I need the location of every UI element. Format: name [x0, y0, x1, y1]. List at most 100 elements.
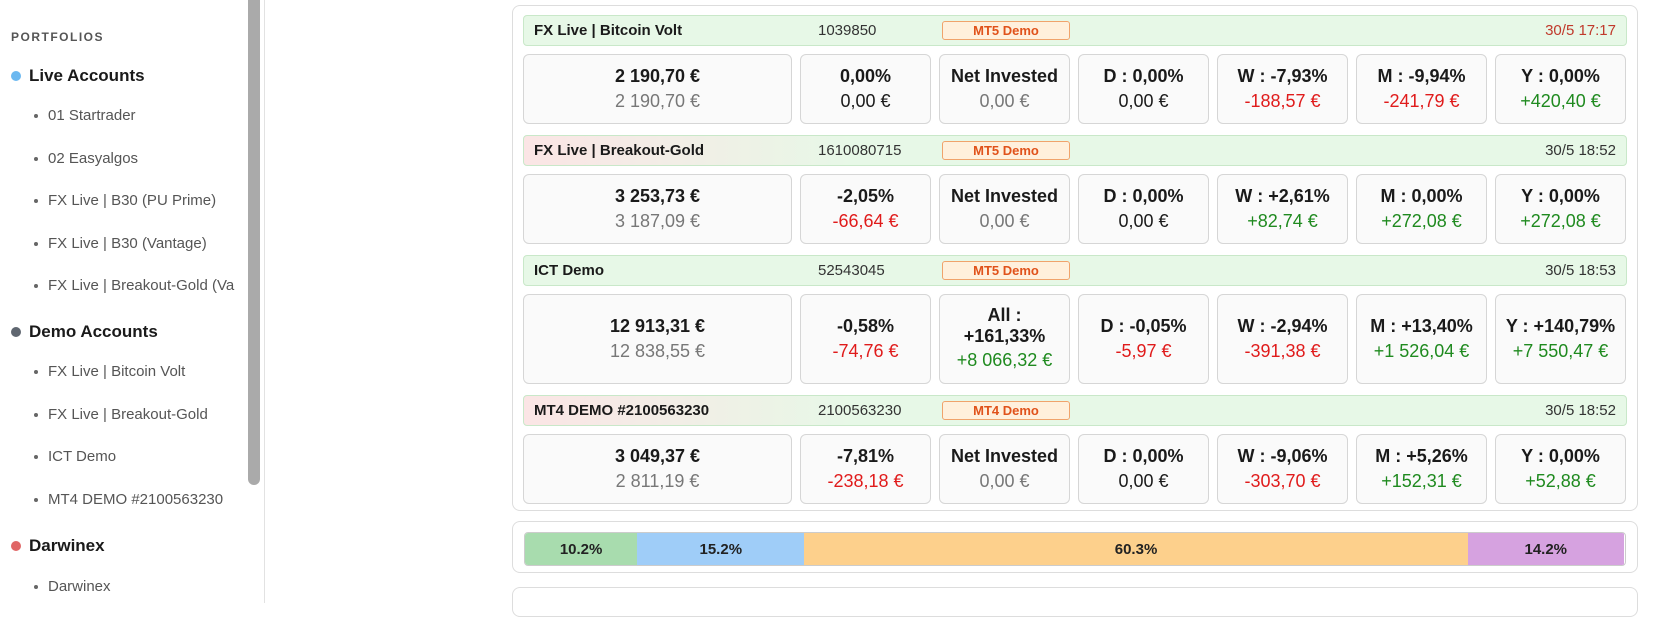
group-demo-accounts[interactable]: Demo Accounts	[11, 322, 158, 342]
account-name: FX Live | Bitcoin Volt	[534, 22, 683, 39]
day-box: D : 0,00% 0,00 €	[1078, 174, 1209, 244]
month-box: M : +5,26% +152,31 €	[1356, 434, 1487, 504]
pnl-box: -7,81% -238,18 €	[800, 434, 931, 504]
last-update-time: 30/5 18:52	[1545, 402, 1616, 419]
day-percent: D : 0,00%	[1103, 66, 1184, 86]
allocation-bar: 10.2% 15.2% 60.3% 14.2%	[524, 532, 1626, 566]
sidebar-item-label: 02 Easyalgos	[48, 150, 139, 167]
sidebar-item-darwinex[interactable]: Darwinex	[34, 578, 111, 595]
account-header[interactable]: MT4 DEMO #2100563230 2100563230 MT4 Demo…	[523, 395, 1627, 426]
all-time-value: +8 066,32 €	[956, 350, 1053, 370]
bullet-icon	[34, 156, 38, 161]
group-label: Demo Accounts	[29, 322, 158, 341]
month-percent: M : +13,40%	[1370, 316, 1473, 336]
invested-box: Net Invested 0,00 €	[939, 54, 1070, 124]
month-percent: M : 0,00%	[1380, 186, 1463, 206]
sidebar-item-mt4-demo[interactable]: MT4 DEMO #2100563230	[34, 491, 223, 508]
sidebar-item-bitcoin-volt[interactable]: FX Live | Bitcoin Volt	[34, 363, 185, 380]
equity-value: 2 190,70 €	[614, 66, 701, 86]
week-value: +82,74 €	[1247, 211, 1318, 231]
platform-badge: MT5 Demo	[942, 21, 1070, 40]
sidebar-item-label: 01 Startrader	[48, 107, 136, 124]
equity-box: 3 253,73 € 3 187,09 €	[523, 174, 792, 244]
account-id: 2100563230	[818, 402, 902, 419]
invested-box: Net Invested 0,00 €	[939, 174, 1070, 244]
group-label: Darwinex	[29, 536, 105, 555]
sidebar-item-label: FX Live | B30 (Vantage)	[48, 235, 207, 252]
sidebar-item-01-startrader[interactable]: 01 Startrader	[34, 107, 136, 124]
month-value: +272,08 €	[1381, 211, 1462, 231]
sidebar-item-02-easyalgos[interactable]: 02 Easyalgos	[34, 150, 138, 167]
sidebar-scrollbar[interactable]	[248, 0, 260, 485]
invested-label: Net Invested	[950, 446, 1059, 466]
week-box: W : -2,94% -391,38 €	[1217, 294, 1348, 384]
day-percent: D : -0,05%	[1100, 316, 1187, 336]
pnl-value: -238,18 €	[827, 471, 904, 491]
sidebar-item-ict-demo[interactable]: ICT Demo	[34, 448, 116, 465]
account-stats-row: 2 190,70 € 2 190,70 € 0,00% 0,00 € Net Inv…	[523, 54, 1626, 124]
pnl-percent: -2,05%	[836, 186, 895, 206]
equity-box: 2 190,70 € 2 190,70 €	[523, 54, 792, 124]
invested-value: 0,00 €	[979, 91, 1030, 111]
day-box: D : 0,00% 0,00 €	[1078, 54, 1209, 124]
sidebar-item-label: FX Live | Breakout-Gold	[48, 406, 208, 423]
balance-value: 2 190,70 €	[614, 91, 701, 111]
account-id: 1039850	[818, 22, 877, 39]
last-update-time: 30/5 18:52	[1545, 142, 1616, 159]
sidebar-item-label: FX Live | Bitcoin Volt	[48, 363, 186, 380]
year-percent: Y : 0,00%	[1521, 66, 1600, 86]
equity-value: 3 253,73 €	[614, 186, 701, 206]
group-live-accounts[interactable]: Live Accounts	[11, 66, 145, 86]
account-header[interactable]: FX Live | Breakout-Gold 1610080715 MT5 D…	[523, 135, 1627, 166]
bullet-icon	[34, 113, 38, 118]
account-name: FX Live | Breakout-Gold	[534, 142, 705, 159]
equity-value: 12 913,31 €	[609, 316, 706, 336]
week-box: W : -7,93% -188,57 €	[1217, 54, 1348, 124]
sidebar-item-b30-pu-prime[interactable]: FX Live | B30 (PU Prime)	[34, 192, 216, 209]
day-percent: D : 0,00%	[1103, 446, 1184, 466]
equity-value: 3 049,37 €	[614, 446, 701, 466]
pnl-percent: -7,81%	[836, 446, 895, 466]
month-value: +1 526,04 €	[1373, 341, 1470, 361]
sidebar-item-label: FX Live | Breakout-Gold (Va	[48, 277, 235, 294]
platform-badge: MT5 Demo	[942, 261, 1070, 280]
bullet-icon	[34, 454, 38, 459]
platform-badge: MT4 Demo	[942, 401, 1070, 420]
account-name: ICT Demo	[534, 262, 605, 279]
week-value: -188,57 €	[1244, 91, 1321, 111]
account-header[interactable]: ICT Demo 52543045 MT5 Demo 30/5 18:53	[523, 255, 1627, 286]
bullet-icon	[34, 283, 38, 288]
all-time-label: All :	[987, 305, 1022, 325]
month-percent: M : -9,94%	[1377, 66, 1466, 86]
allocation-segment[interactable]: 60.3%	[804, 533, 1468, 565]
week-percent: W : -2,94%	[1237, 316, 1328, 336]
week-value: -391,38 €	[1244, 341, 1321, 361]
pnl-box: -0,58% -74,76 €	[800, 294, 931, 384]
week-box: W : -9,06% -303,70 €	[1217, 434, 1348, 504]
year-value: +52,88 €	[1525, 471, 1596, 491]
divider	[264, 0, 265, 603]
bullet-icon	[34, 241, 38, 246]
balance-value: 2 811,19 €	[615, 471, 700, 491]
account-header[interactable]: FX Live | Bitcoin Volt 1039850 MT5 Demo …	[523, 15, 1627, 46]
sidebar-item-breakout-gold[interactable]: FX Live | Breakout-Gold	[34, 406, 208, 423]
bullet-icon	[34, 497, 38, 502]
week-percent: W : +2,61%	[1235, 186, 1330, 206]
account-name: MT4 DEMO #2100563230	[534, 402, 710, 419]
sidebar-item-label: FX Live | B30 (PU Prime)	[48, 192, 217, 209]
group-darwinex[interactable]: Darwinex	[11, 536, 105, 556]
day-value: 0,00 €	[1118, 91, 1169, 111]
year-box: Y : 0,00% +52,88 €	[1495, 434, 1626, 504]
pnl-percent: -0,58%	[836, 316, 895, 336]
allocation-segment[interactable]: 14.2%	[1467, 533, 1624, 565]
month-box: M : +13,40% +1 526,04 €	[1356, 294, 1487, 384]
all-time-percent: +161,33%	[963, 326, 1046, 346]
sidebar-item-b30-vantage[interactable]: FX Live | B30 (Vantage)	[34, 235, 207, 252]
equity-box: 12 913,31 € 12 838,55 €	[523, 294, 792, 384]
month-percent: M : +5,26%	[1375, 446, 1468, 466]
month-value: -241,79 €	[1383, 91, 1460, 111]
bullet-icon	[34, 412, 38, 417]
allocation-segment[interactable]: 10.2%	[525, 533, 638, 565]
sidebar-item-breakout-gold-va[interactable]: FX Live | Breakout-Gold (Va	[34, 277, 234, 294]
allocation-segment[interactable]: 15.2%	[637, 533, 805, 565]
